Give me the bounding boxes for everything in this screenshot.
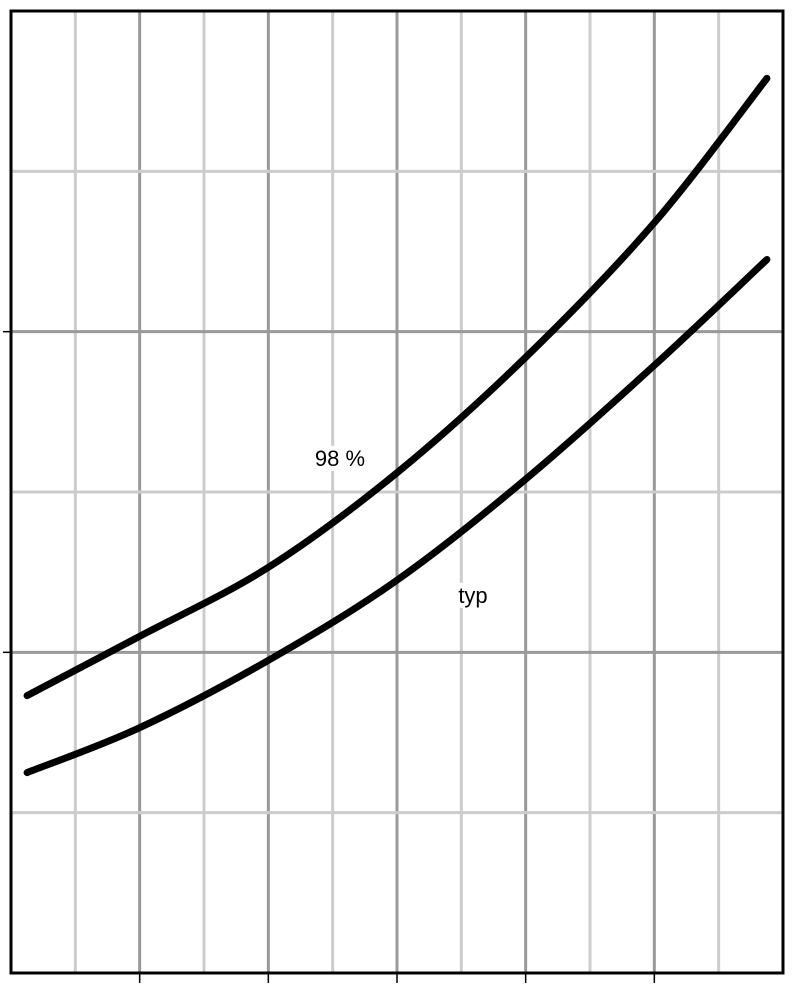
label-background — [455, 582, 491, 608]
curve — [23, 256, 771, 777]
curve — [23, 74, 771, 700]
plot-frame — [9, 9, 785, 975]
curve-label: typ — [458, 583, 487, 608]
curve-label: 98 % — [315, 446, 365, 471]
label-background — [311, 445, 369, 471]
